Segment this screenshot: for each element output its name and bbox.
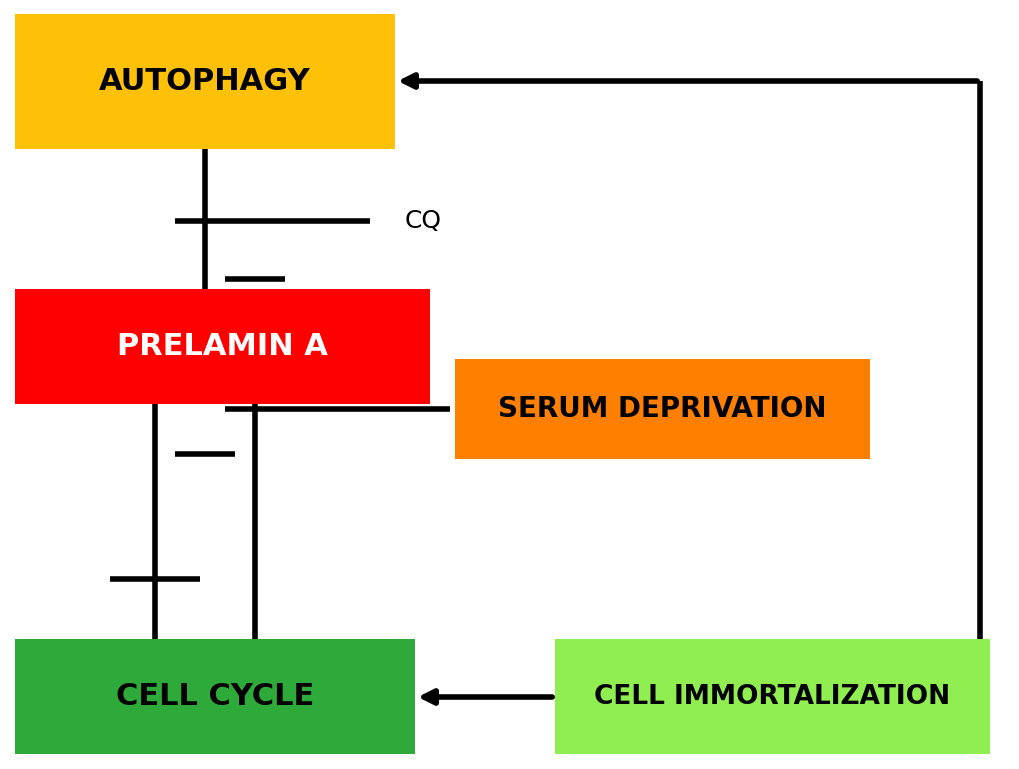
- Bar: [554, 639, 989, 754]
- Bar: [15, 14, 394, 149]
- Text: CELL CYCLE: CELL CYCLE: [116, 682, 314, 711]
- Text: CELL IMMORTALIZATION: CELL IMMORTALIZATION: [594, 684, 950, 710]
- Text: PRELAMIN A: PRELAMIN A: [117, 332, 328, 361]
- Text: SERUM DEPRIVATION: SERUM DEPRIVATION: [497, 395, 826, 423]
- Bar: [15, 639, 415, 754]
- Bar: [454, 359, 869, 459]
- Text: AUTOPHAGY: AUTOPHAGY: [99, 67, 311, 96]
- Bar: [15, 289, 430, 404]
- Text: CQ: CQ: [405, 209, 441, 233]
